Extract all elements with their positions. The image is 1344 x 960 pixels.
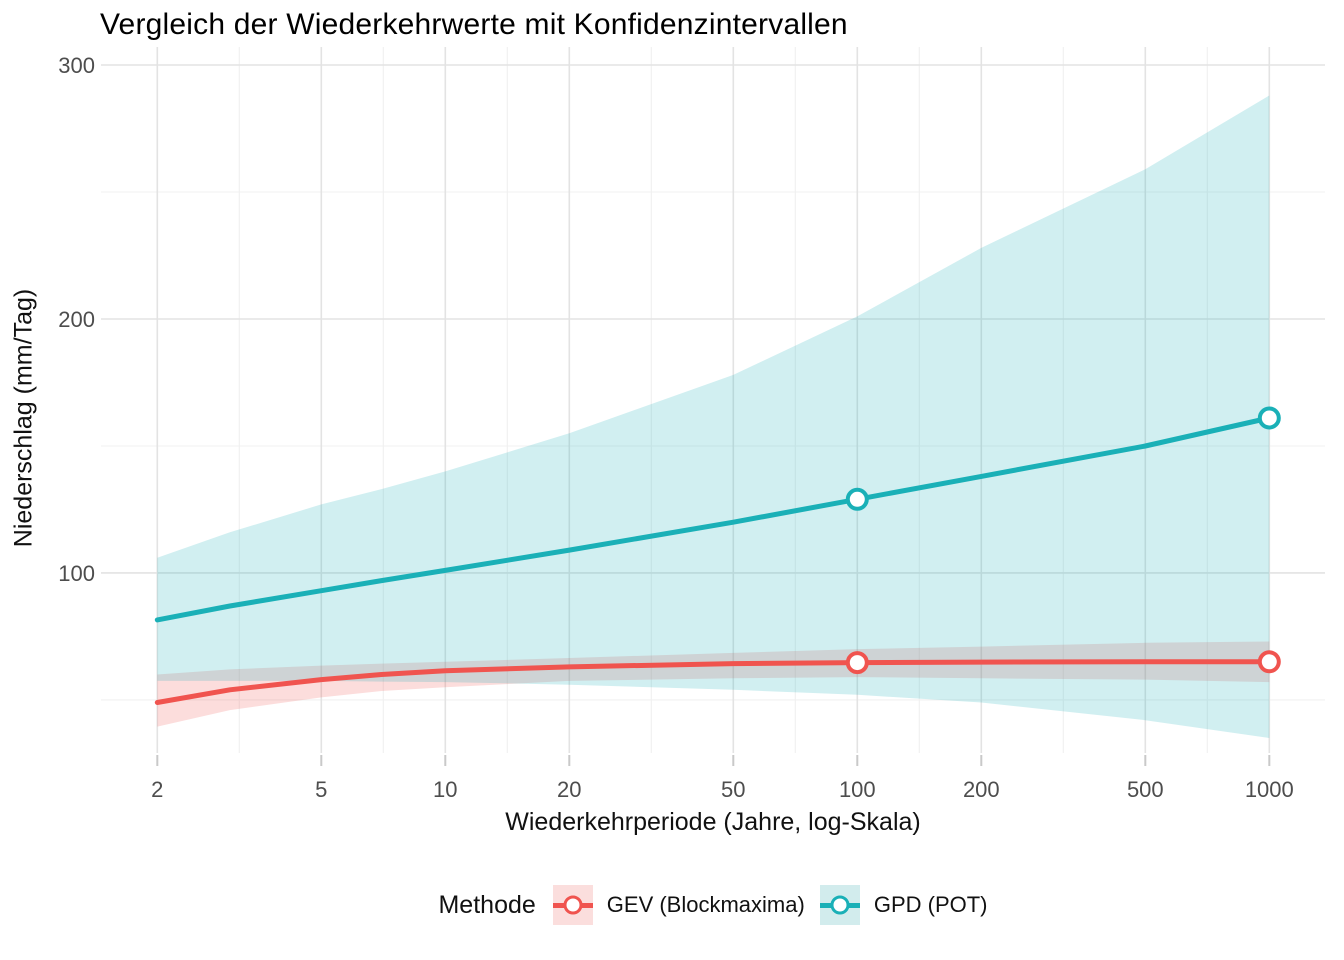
legend: Methode GEV (Blockmaxima) GPD (POT) xyxy=(101,878,1325,932)
x-tick-label: 20 xyxy=(557,777,581,802)
data-point xyxy=(1257,406,1281,430)
x-tick-label: 1000 xyxy=(1245,777,1294,802)
y-tick-label: 100 xyxy=(58,561,95,586)
data-point xyxy=(845,651,869,675)
series-line xyxy=(154,659,1272,705)
x-axis-title: Wiederkehrperiode (Jahre, log-Skala) xyxy=(505,808,921,836)
legend-entry-gev: GEV (Blockmaxima) xyxy=(552,885,805,925)
y-tick-label: 200 xyxy=(58,307,95,332)
x-tick-label: 200 xyxy=(963,777,1000,802)
legend-label-gev: GEV (Blockmaxima) xyxy=(606,892,805,917)
legend-title: Methode xyxy=(438,890,536,919)
legend-label-gpd: GPD (POT) xyxy=(873,892,988,917)
x-tick-label: 100 xyxy=(839,777,876,802)
legend-entry-gpd: GPD (POT) xyxy=(819,885,988,925)
key-point-icon xyxy=(830,895,850,915)
data-point xyxy=(845,487,869,511)
key-point-icon xyxy=(563,895,583,915)
x-tick-label: 2 xyxy=(151,777,163,802)
series-line xyxy=(154,415,1272,623)
y-tick-label: 300 xyxy=(58,53,95,78)
legend-key-gev xyxy=(552,885,593,925)
confidence-ribbon xyxy=(157,95,1270,738)
x-tick-label: 5 xyxy=(315,777,327,802)
x-tick-label: 10 xyxy=(433,777,457,802)
y-axis-title: Niederschlag (mm/Tag) xyxy=(9,288,38,548)
x-tick-label: 500 xyxy=(1127,777,1164,802)
x-tick-label: 50 xyxy=(721,777,745,802)
chart-title: Vergleich der Wiederkehrwerte mit Konfid… xyxy=(100,8,848,41)
legend-key-gpd xyxy=(819,885,860,925)
data-point xyxy=(1257,650,1281,674)
